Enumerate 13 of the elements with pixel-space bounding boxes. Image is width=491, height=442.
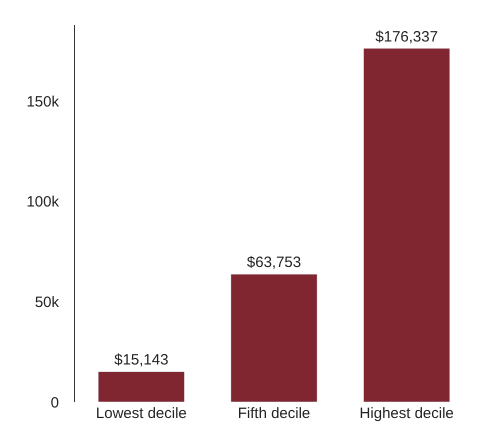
- x-tick-label: Highest decile: [360, 405, 454, 422]
- y-tick-label: 100k: [26, 194, 60, 211]
- y-tick-label: 50k: [34, 294, 60, 311]
- bar: [363, 48, 450, 402]
- bar: [98, 371, 185, 402]
- x-tick-label: Fifth decile: [238, 405, 310, 422]
- data-label: $63,753: [246, 254, 302, 272]
- y-tick-label: 0: [50, 394, 59, 412]
- bar: [230, 274, 318, 402]
- x-tick-label: Lowest decile: [96, 405, 187, 422]
- data-label: $176,337: [375, 28, 438, 46]
- y-tick-label: 150k: [26, 93, 60, 110]
- data-label: $15,143: [114, 352, 168, 369]
